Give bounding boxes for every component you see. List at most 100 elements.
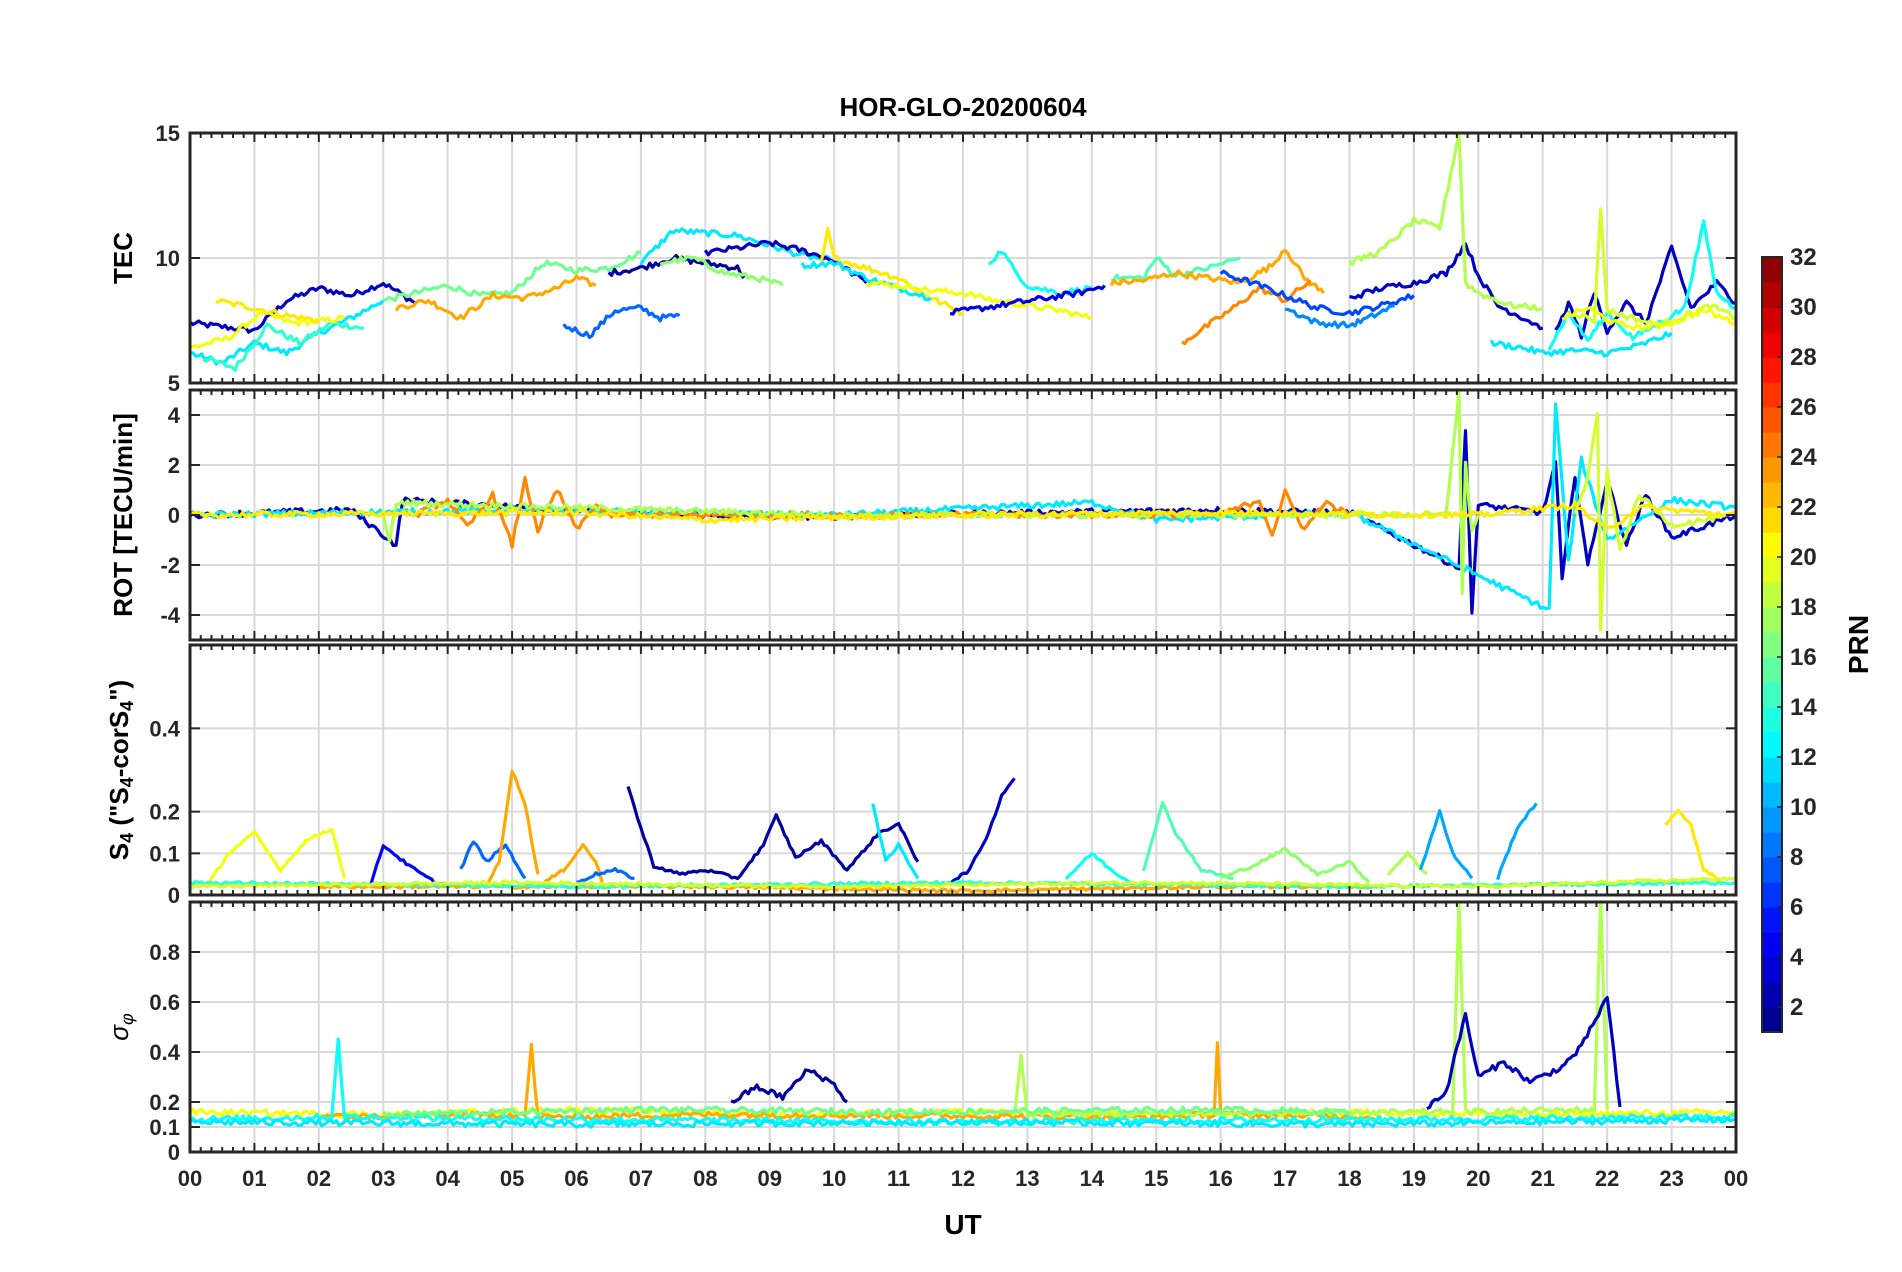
panel-tec: 5 10 15 TEC <box>108 121 1738 396</box>
colorbar-tick-label: 30 <box>1790 294 1817 321</box>
series-group <box>190 390 1736 632</box>
y-axis-label-s4: S4 ("S4-corS4") <box>104 680 137 860</box>
colorbar-segment <box>1762 607 1782 633</box>
colorbar-segment <box>1762 432 1782 458</box>
s4-series-prn-20 <box>207 827 347 883</box>
s4-series-prn-3 <box>948 777 1016 886</box>
sigma-series-prn-18 <box>1012 902 1609 1119</box>
s4-series-prn-21 <box>1664 808 1724 885</box>
s4-series-prn-23 <box>537 842 604 888</box>
x-tick-label: 01 <box>242 1166 266 1191</box>
x-tick-label: 00 <box>1724 1166 1748 1191</box>
y-tick-label: 0.1 <box>149 1115 180 1140</box>
tec-series-prn-23 <box>394 274 597 321</box>
x-tick-label: 11 <box>887 1166 910 1191</box>
y-axis-label-sigma: σφ <box>104 1013 137 1041</box>
colorbar-segment <box>1762 732 1782 758</box>
x-tick-label: 23 <box>1659 1166 1683 1191</box>
colorbar-segment <box>1762 657 1782 683</box>
x-tick-label: 06 <box>564 1166 588 1191</box>
colorbar-segment <box>1762 457 1782 483</box>
y-tick-label: 0.1 <box>149 841 180 866</box>
x-tick-label: 09 <box>758 1166 782 1191</box>
colorbar-segment <box>1762 782 1782 808</box>
y-tick-label: 0.2 <box>149 1090 180 1115</box>
series-group <box>190 902 1736 1129</box>
x-tick-label: 07 <box>629 1166 653 1191</box>
tec-series-prn-12 <box>1489 331 1673 358</box>
colorbar-segment <box>1762 982 1782 1008</box>
x-tick-label: 12 <box>951 1166 975 1191</box>
tec-series-prn-15 <box>1110 256 1241 283</box>
s4-series-prn-12 <box>871 803 920 880</box>
s4-series-prn-15 <box>1141 800 1234 880</box>
x-tick-label: 00 <box>178 1166 202 1191</box>
s4-series-prn-8 <box>576 866 635 884</box>
sigma-series-prn-3 <box>1426 996 1622 1111</box>
rot-series-prn-21 <box>190 500 1736 530</box>
colorbar-segment <box>1762 332 1782 358</box>
tec-series-prn-21 <box>215 297 320 324</box>
colorbar-segment <box>1762 832 1782 858</box>
s4-series-prn-17 <box>1220 846 1371 884</box>
colorbar-segment <box>1762 557 1782 583</box>
y-tick-label: 0.4 <box>149 1040 180 1065</box>
sigma-series-prn-16 <box>381 1105 1351 1119</box>
x-tick-label: 21 <box>1531 1166 1555 1191</box>
tec-series-prn-7 <box>1219 269 1416 317</box>
tec-series-prn-20 <box>866 280 1093 321</box>
panel-sigma: 00.10.2 0.4 0.6 0.8 σφ <box>104 900 1738 1165</box>
s4-series-prn-10 <box>1418 809 1474 880</box>
x-tick-label: 08 <box>693 1166 717 1191</box>
tec-series-prn-14 <box>201 320 365 372</box>
panel-rot: -4 -2 0 2 4 ROT [TECU/min] <box>108 388 1738 642</box>
tec-series-prn-23 <box>1109 248 1326 294</box>
colorbar-tick-label: 32 <box>1790 244 1817 271</box>
tec-series-prn-20 <box>1561 306 1736 332</box>
colorbar-tick-label: 10 <box>1790 794 1817 821</box>
y-axis-label-rot: ROT [TECU/min] <box>108 413 138 617</box>
y-tick-label: -4 <box>160 603 180 628</box>
x-tick-label: 18 <box>1337 1166 1361 1191</box>
tec-series-prn-4 <box>949 284 1106 316</box>
colorbar-frame <box>1761 256 1783 1033</box>
colorbar-tick-label: 4 <box>1790 944 1804 971</box>
x-tick-label: 05 <box>500 1166 524 1191</box>
x-tick-label: 17 <box>1273 1166 1297 1191</box>
tec-series-prn-3 <box>1554 244 1736 340</box>
y-tick-label: 4 <box>168 403 181 428</box>
sigma-series-prn-2 <box>730 1068 848 1104</box>
colorbar-segment <box>1762 1007 1782 1033</box>
s4-series-prn-2 <box>626 785 920 881</box>
colorbar-segment <box>1762 532 1782 558</box>
tec-series-prn-12 <box>800 260 932 302</box>
tec-series-prn-8 <box>562 304 681 340</box>
series-group <box>190 133 1736 372</box>
chart-title: HOR-GLO-20200604 <box>839 92 1087 122</box>
colorbar-segment <box>1762 582 1782 608</box>
tec-series-prn-17 <box>659 255 784 287</box>
colorbar-segment <box>1762 682 1782 708</box>
colorbar-segment <box>1762 482 1782 508</box>
colorbar-segment <box>1762 507 1782 533</box>
x-tick-label: 04 <box>435 1166 460 1191</box>
x-tick-label: 20 <box>1466 1166 1490 1191</box>
y-tick-label: 0 <box>168 883 180 908</box>
x-tick-label: 03 <box>371 1166 395 1191</box>
x-tick-label: 22 <box>1595 1166 1619 1191</box>
x-axis-label: UT <box>944 1209 981 1240</box>
s4-series-prn-23 <box>484 769 540 887</box>
y-tick-label: -2 <box>160 553 180 578</box>
y-tick-label: 5 <box>168 371 180 396</box>
colorbar-tick-label: 24 <box>1790 444 1817 471</box>
colorbar-tick-label: 2 <box>1790 994 1803 1021</box>
y-tick-label: 15 <box>156 121 180 146</box>
colorbar-tick-label: 18 <box>1790 594 1817 621</box>
y-tick-label: 2 <box>168 453 180 478</box>
colorbar-segment <box>1762 807 1782 833</box>
colorbar-segment <box>1762 707 1782 733</box>
tec-series-prn-12 <box>190 299 385 366</box>
rot-series-prn-12 <box>190 402 1736 611</box>
x-tick-label: 02 <box>307 1166 331 1191</box>
